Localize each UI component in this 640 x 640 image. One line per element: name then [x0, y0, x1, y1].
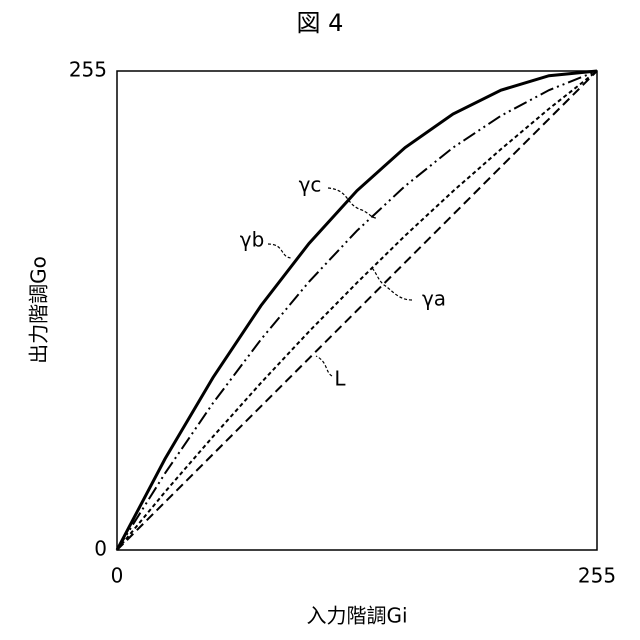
annotation-leader [316, 356, 332, 376]
series-line [117, 71, 597, 550]
chart-title: 図 4 [297, 9, 344, 37]
series-label: L [334, 367, 346, 391]
chart: 図 4 入力階調Gi 出力階調Go 0 255 0 255 γb γc γa L [0, 0, 640, 640]
page: 図 4 入力階調Gi 出力階調Go 02550255γbγcγaL (() =>… [0, 0, 640, 640]
x-tick-label: 255 [578, 564, 616, 588]
series-label: γc [299, 173, 322, 197]
annotation-leader [372, 268, 412, 300]
series-label: γa [422, 287, 446, 311]
series-label: γb [240, 228, 265, 252]
y-tick-label: 255 [69, 58, 107, 82]
y-axis-label: 出力階調Go [27, 256, 51, 364]
annotation-leader [268, 244, 292, 258]
x-tick-label: 0 [111, 564, 124, 588]
y-tick-label: 0 [94, 537, 107, 561]
x-axis-label: 入力階調Gi [306, 604, 407, 628]
